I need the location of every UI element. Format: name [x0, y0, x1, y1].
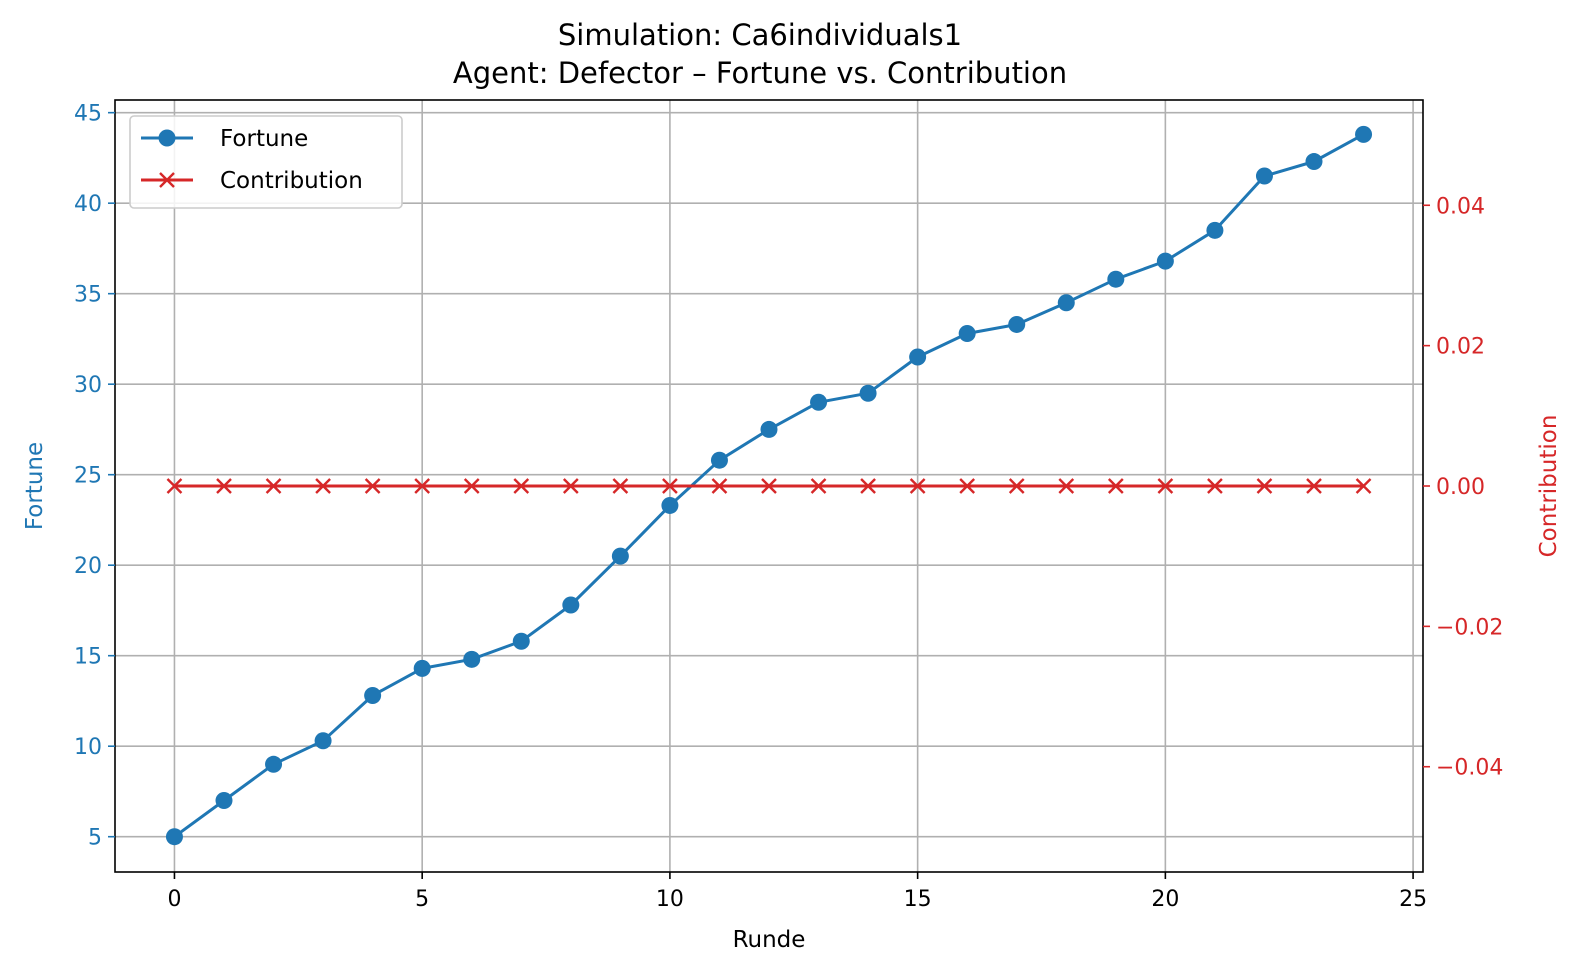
contribution-point: [662, 478, 678, 494]
contribution-point: [315, 478, 331, 494]
y-right-tick-label: 0.00: [1436, 475, 1485, 500]
y-left-tick-label: 25: [74, 464, 102, 489]
y-right-axis-label: Contribution: [1536, 415, 1562, 558]
chart-subtitle: Agent: Defector – Fortune vs. Contributi…: [453, 56, 1067, 90]
fortune-point: [1355, 125, 1373, 143]
fortune-point: [1008, 315, 1026, 333]
contribution-point: [1008, 478, 1025, 494]
y-left-tick-label: 40: [74, 192, 102, 217]
contribution-point: [1058, 478, 1075, 494]
legend-fortune-marker: [158, 129, 176, 147]
legend-label-fortune: Fortune: [220, 126, 308, 152]
contribution-point: [711, 478, 728, 494]
contribution-point: [364, 478, 381, 494]
fortune-point: [810, 393, 828, 411]
x-axis: 0 5 10 15 20 25: [167, 872, 1427, 912]
fortune-point: [314, 732, 332, 750]
contribution-point: [562, 478, 579, 494]
fortune-point: [1107, 270, 1125, 288]
contribution-point: [612, 478, 629, 494]
fortune-point: [1305, 153, 1323, 171]
contribution-point: [1355, 478, 1372, 494]
fortune-point: [463, 650, 481, 668]
legend: Fortune Contribution: [129, 115, 403, 209]
fortune-point: [611, 547, 629, 565]
contribution-point: [1306, 478, 1322, 494]
contribution-point: [909, 478, 926, 494]
y-right-tick-label: −0.02: [1436, 615, 1503, 640]
x-tick-label: 5: [415, 887, 429, 912]
contribution-point: [860, 478, 876, 494]
legend-box: [129, 115, 403, 209]
fortune-point: [661, 496, 679, 514]
contribution-point: [265, 478, 282, 494]
legend-label-contribution: Contribution: [220, 168, 363, 194]
contribution-point: [1107, 478, 1124, 494]
series-layer: [165, 125, 1373, 846]
y-left-tick-label: 45: [74, 102, 102, 127]
x-tick-label: 0: [167, 887, 181, 912]
gridlines: [115, 100, 1423, 872]
contribution-point: [810, 478, 827, 494]
fortune-point: [1156, 252, 1174, 270]
fortune-point: [1255, 167, 1273, 185]
x-axis-label: Runde: [733, 927, 806, 953]
fortune-point: [909, 348, 927, 366]
contribution-point: [1157, 478, 1174, 494]
x-tick-label: 10: [656, 887, 684, 912]
y-right-tick-label: −0.04: [1436, 756, 1503, 781]
x-tick-label: 15: [904, 887, 932, 912]
fortune-point: [512, 632, 530, 650]
fortune-point: [760, 420, 778, 438]
x-tick-label: 25: [1399, 887, 1427, 912]
y-left-tick-label: 5: [88, 826, 102, 851]
legend-contribution-marker: [159, 172, 175, 188]
contribution-point: [166, 478, 183, 494]
fortune-point: [413, 659, 431, 677]
y-left-tick-label: 10: [74, 735, 102, 760]
y-axis-left: 5 10 15 20 25 30 35 40 45: [74, 102, 115, 851]
fortune-point: [215, 792, 233, 810]
y-left-tick-label: 20: [74, 554, 102, 579]
fortune-point: [710, 451, 728, 469]
contribution-point: [1207, 478, 1223, 494]
contribution-point: [513, 478, 530, 494]
y-left-tick-label: 30: [74, 373, 102, 398]
fortune-point: [859, 384, 877, 402]
contribution-point: [1256, 478, 1273, 494]
contribution-point: [216, 478, 232, 494]
contribution-point: [959, 478, 976, 494]
y-right-tick-label: 0.02: [1436, 335, 1485, 360]
x-tick-label: 20: [1151, 887, 1179, 912]
y-left-axis-label: Fortune: [22, 442, 48, 530]
y-axis-right: −0.04 −0.02 0.00 0.02 0.04: [1423, 194, 1503, 781]
contribution-point: [761, 478, 777, 494]
fortune-point: [1206, 221, 1224, 239]
fortune-point: [165, 828, 183, 846]
fortune-point: [562, 596, 580, 614]
fortune-point: [1057, 294, 1075, 312]
fortune-point: [958, 325, 976, 343]
y-left-tick-label: 15: [74, 645, 102, 670]
y-right-tick-label: 0.04: [1436, 194, 1485, 219]
contribution-point: [414, 478, 431, 494]
contribution-point: [463, 478, 480, 494]
fortune-point: [364, 687, 382, 705]
fortune-point: [265, 755, 283, 773]
y-left-tick-label: 35: [74, 283, 102, 308]
chart-title: Simulation: Ca6individuals1: [558, 18, 962, 52]
